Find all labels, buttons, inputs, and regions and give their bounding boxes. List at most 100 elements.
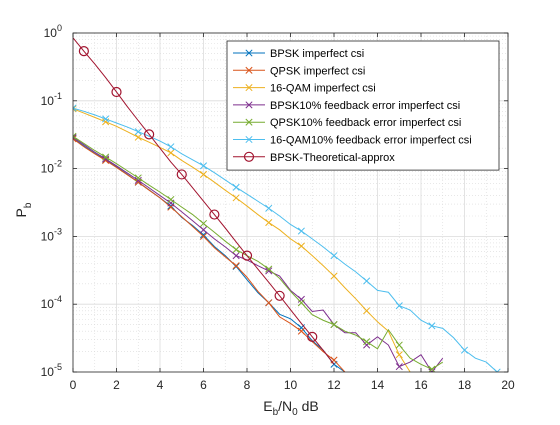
data-point-marker: [73, 105, 77, 113]
data-point-marker: [111, 86, 122, 98]
y-tick-label: 10-2: [41, 159, 62, 176]
legend: BPSK imperfect csi QPSK imperfect csi 16-Q…: [226, 40, 500, 171]
x-axis-label-main: E: [263, 398, 272, 414]
data-point-marker: [265, 267, 273, 275]
data-point-marker: [330, 272, 338, 280]
data-point-marker: [428, 368, 436, 372]
series-group: [73, 37, 501, 372]
data-point-marker: [297, 299, 305, 307]
data-point-marker: [199, 231, 208, 239]
data-point-marker: [102, 115, 110, 123]
data-point-marker: [144, 129, 155, 140]
x-tick-label: 0: [70, 378, 77, 392]
data-point-marker: [330, 321, 338, 329]
legend-swatch-marker: [245, 84, 253, 92]
data-point-marker: [330, 252, 338, 260]
data-point-marker: [428, 322, 436, 330]
data-point-marker: [265, 219, 273, 227]
legend-entry: BPSK10% feedback error imperfect csi: [233, 100, 460, 112]
data-point-marker: [167, 202, 175, 210]
y-axis-label-sub: b: [23, 202, 34, 208]
x-tick-label: 2: [113, 378, 120, 392]
data-point-marker: [73, 132, 77, 140]
legend-entry: 16-QAM10% feedback error imperfect csi: [233, 135, 472, 147]
legend-swatch-marker: [245, 118, 253, 126]
x-axis-label-sub-2: 0: [292, 407, 298, 418]
x-tick-label: 10: [284, 378, 298, 392]
x-tick-label: 6: [200, 378, 207, 392]
series-4: [73, 133, 444, 372]
data-point-marker: [199, 170, 208, 178]
data-point-marker: [395, 351, 403, 359]
data-point-marker: [297, 242, 305, 250]
y-tick-label: 10-4: [41, 294, 62, 311]
legend-entry: QPSK10% feedback error imperfect csi: [233, 117, 461, 129]
x-tick-label: 12: [327, 378, 341, 392]
data-point-marker: [363, 307, 371, 315]
y-tick-label: 100: [44, 23, 62, 40]
x-axis-label: Eb/N0 dB: [263, 398, 318, 418]
data-point-marker: [134, 174, 142, 182]
data-point-marker: [363, 277, 371, 285]
x-axis-label-mid: /N: [278, 398, 292, 414]
y-axis-label-main: P: [13, 208, 29, 217]
legend-label: 16-QAM imperfect csi: [270, 83, 376, 95]
legend-swatch-marker: [245, 66, 253, 74]
ticks: 0 2 4 6 8 10 12 14 16 18 20 100 10-1 10-2 10-3 10-4 10-5: [41, 23, 515, 392]
data-point-marker: [73, 104, 77, 112]
legend-entry: BPSK imperfect csi: [233, 48, 364, 60]
legend-entry: BPSK-Theoretical-approx: [233, 151, 395, 164]
series-6: [73, 104, 501, 372]
data-point-marker: [199, 219, 208, 228]
x-tick-label: 8: [244, 378, 251, 392]
x-axis-label-tail: dB: [298, 398, 319, 414]
series-line: [73, 136, 444, 372]
x-tick-label: 20: [501, 378, 515, 392]
data-point-marker: [493, 368, 501, 372]
legend-swatch-marker: [245, 135, 253, 144]
data-point-marker: [232, 262, 240, 270]
legend-label: 16-QAM10% feedback error imperfect csi: [270, 135, 472, 147]
legend-label: BPSK10% feedback error imperfect csi: [270, 100, 460, 112]
legend-swatch-marker: [245, 49, 253, 57]
data-point-marker: [297, 295, 305, 303]
data-point-marker: [307, 331, 318, 342]
data-point-marker: [176, 169, 187, 180]
legend-entry: QPSK imperfect csi: [233, 65, 365, 77]
data-point-marker: [134, 133, 142, 141]
series-line: [73, 37, 335, 365]
data-point-marker: [209, 209, 220, 220]
data-point-marker: [395, 363, 403, 371]
data-point-marker: [274, 290, 285, 301]
y-tick-label: 10-1: [41, 91, 62, 108]
legend-entry: 16-QAM imperfect csi: [233, 83, 376, 95]
data-point-marker: [241, 250, 253, 261]
data-point-marker: [73, 135, 77, 143]
data-point-marker: [395, 302, 403, 310]
data-point-marker: [232, 252, 240, 260]
data-point-marker: [134, 128, 142, 136]
y-tick-label: 10-3: [41, 226, 62, 243]
series-line: [73, 135, 444, 370]
data-point-marker: [232, 194, 240, 202]
data-point-marker: [134, 176, 142, 184]
data-point-marker: [199, 226, 208, 234]
data-point-marker: [428, 365, 436, 372]
y-axis-label: Pb: [13, 202, 34, 217]
data-point-marker: [265, 265, 273, 273]
data-point-marker: [199, 162, 208, 170]
legend-label: QPSK imperfect csi: [270, 65, 365, 77]
series-3: [73, 105, 411, 372]
legend-label: QPSK10% feedback error imperfect csi: [270, 117, 461, 129]
data-point-marker: [460, 346, 469, 354]
data-point-marker: [102, 153, 110, 161]
data-point-marker: [297, 227, 305, 235]
series-7: [73, 37, 335, 365]
legend-box: [226, 40, 500, 171]
series-5: [73, 132, 444, 372]
x-tick-label: 14: [371, 378, 385, 392]
y-tick-label: 10-5: [41, 362, 62, 379]
x-tick-label: 18: [458, 378, 472, 392]
